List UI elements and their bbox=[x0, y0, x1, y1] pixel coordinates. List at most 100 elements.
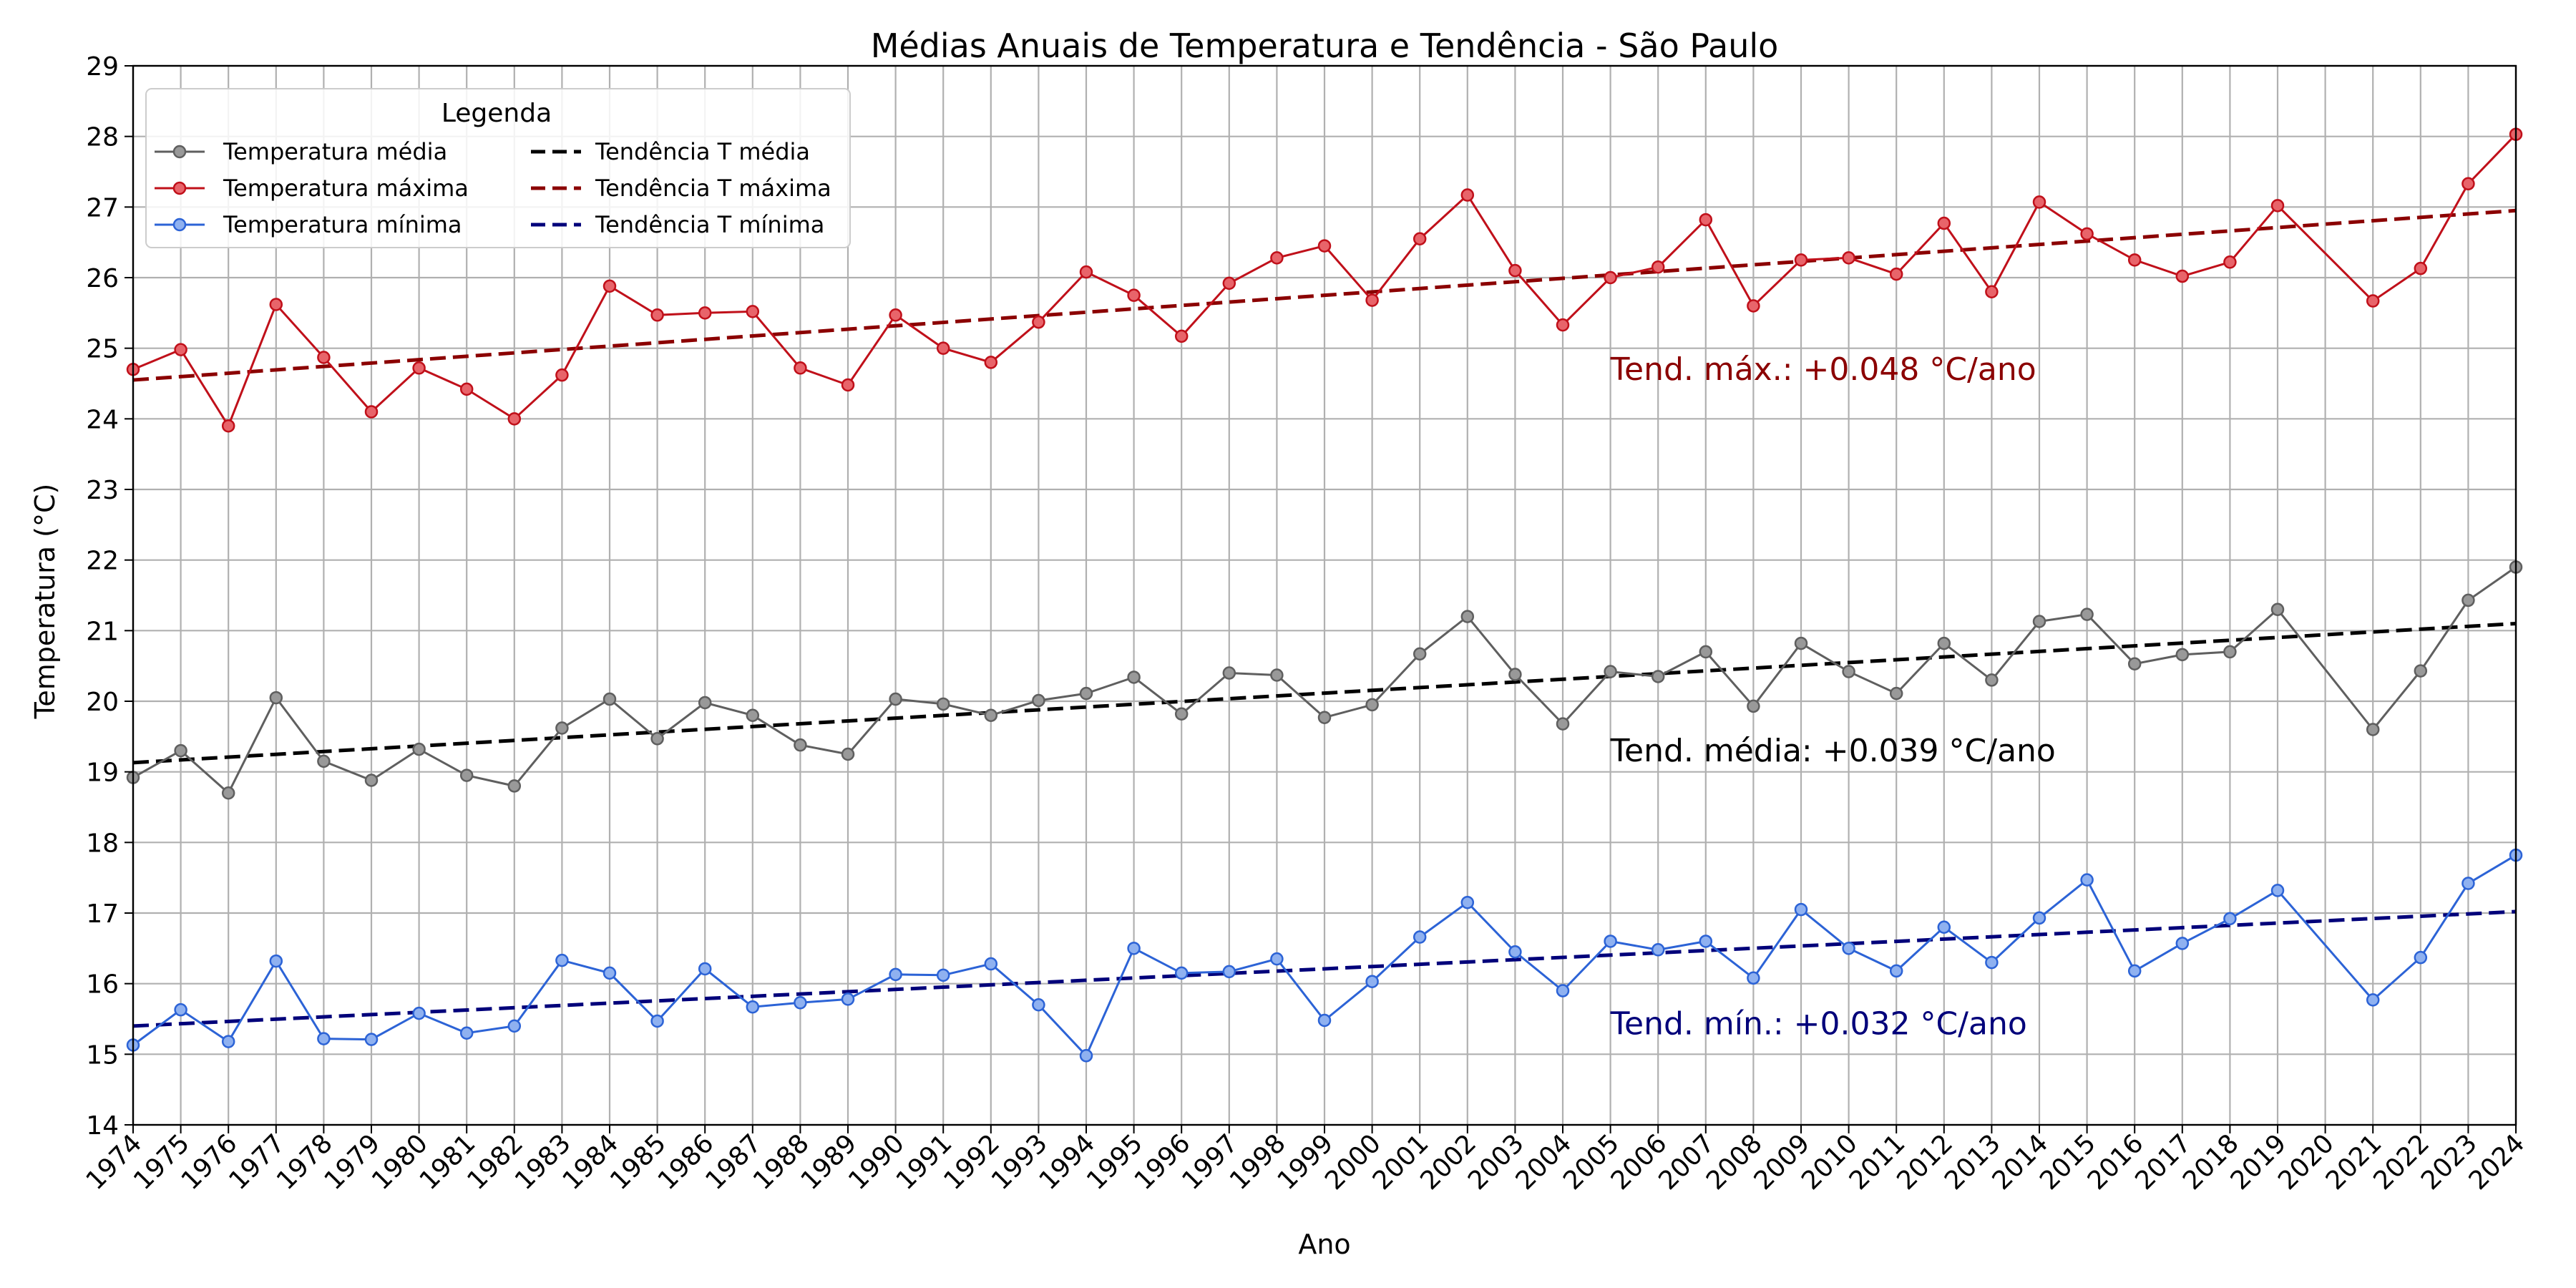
y-tick-label: 17 bbox=[86, 899, 119, 929]
data-point bbox=[1889, 964, 1903, 978]
data-point bbox=[1413, 647, 1427, 661]
series-line bbox=[132, 566, 2517, 795]
data-point bbox=[1365, 975, 1379, 988]
data-point bbox=[698, 962, 712, 976]
trend-annotation: Tend. mín.: +0.032 °C/ano bbox=[1610, 1006, 2027, 1043]
data-point bbox=[1889, 686, 1903, 701]
data-point bbox=[2366, 294, 2380, 308]
data-series bbox=[126, 127, 2523, 1063]
data-point bbox=[1508, 263, 1522, 278]
trend-lines bbox=[132, 208, 2517, 1028]
data-point bbox=[2462, 177, 2475, 191]
data-point bbox=[174, 343, 187, 356]
data-point bbox=[1747, 299, 1760, 313]
data-point bbox=[317, 754, 331, 769]
data-point bbox=[841, 747, 855, 761]
y-tick-label: 21 bbox=[86, 617, 119, 646]
data-point bbox=[1174, 329, 1189, 343]
data-point bbox=[412, 1006, 426, 1020]
data-point bbox=[602, 692, 617, 706]
data-point bbox=[555, 953, 569, 967]
y-tick-label: 14 bbox=[86, 1111, 119, 1141]
trend-line bbox=[132, 621, 2517, 765]
data-point bbox=[2175, 648, 2190, 662]
data-point bbox=[1985, 955, 1999, 970]
data-point bbox=[2127, 964, 2142, 978]
data-point bbox=[1127, 670, 1141, 684]
data-point bbox=[889, 692, 902, 706]
data-point bbox=[1508, 945, 1522, 959]
data-point bbox=[364, 1033, 379, 1046]
data-point bbox=[459, 382, 474, 396]
legend-label: Temperatura máxima bbox=[223, 175, 469, 202]
data-point bbox=[1651, 670, 1665, 683]
data-point bbox=[1889, 267, 1903, 281]
data-point bbox=[221, 419, 235, 433]
y-tick-label: 25 bbox=[86, 335, 119, 364]
data-point bbox=[602, 966, 617, 980]
data-point bbox=[794, 738, 807, 752]
data-point bbox=[317, 1032, 331, 1045]
data-point bbox=[746, 305, 760, 318]
data-point bbox=[2462, 877, 2475, 890]
data-point bbox=[1032, 315, 1045, 329]
data-point bbox=[1651, 260, 1665, 274]
data-point bbox=[650, 308, 664, 322]
data-point bbox=[1032, 693, 1045, 708]
data-point bbox=[1937, 636, 1951, 650]
trend-annotation: Tend. máx.: +0.048 °C/ano bbox=[1610, 351, 2036, 388]
data-point bbox=[1651, 943, 1665, 957]
data-point bbox=[221, 1035, 235, 1048]
data-point bbox=[1842, 251, 1855, 265]
data-point bbox=[841, 992, 855, 1006]
legend-label: Tendência T média bbox=[595, 138, 810, 165]
data-point bbox=[2127, 253, 2142, 267]
data-point bbox=[1556, 318, 1570, 332]
data-point bbox=[650, 732, 664, 746]
data-point bbox=[1032, 998, 1045, 1012]
data-point bbox=[1317, 239, 1332, 253]
data-point bbox=[1174, 966, 1189, 980]
data-point bbox=[2223, 645, 2237, 659]
series-line bbox=[132, 133, 2517, 429]
data-point bbox=[2270, 884, 2285, 897]
data-point bbox=[1460, 895, 1475, 909]
data-point bbox=[2223, 255, 2237, 269]
data-point bbox=[269, 954, 283, 968]
data-point bbox=[936, 968, 950, 982]
data-point bbox=[221, 786, 235, 800]
data-point bbox=[2270, 199, 2285, 213]
data-point bbox=[507, 1019, 522, 1033]
data-point bbox=[794, 996, 807, 1010]
series-line bbox=[132, 854, 2517, 1058]
y-tick-label: 15 bbox=[86, 1040, 119, 1070]
y-tick-label: 19 bbox=[86, 758, 119, 788]
trend-line bbox=[132, 208, 2517, 382]
data-point bbox=[1699, 935, 1713, 948]
data-point bbox=[507, 779, 522, 793]
data-point bbox=[1985, 285, 1999, 298]
data-point bbox=[1413, 232, 1427, 245]
data-point bbox=[841, 378, 855, 392]
data-point bbox=[2366, 723, 2380, 736]
data-point bbox=[174, 743, 187, 758]
legend-box bbox=[145, 88, 851, 248]
data-point bbox=[1842, 665, 1855, 678]
data-point bbox=[555, 368, 569, 382]
data-point bbox=[1222, 276, 1236, 291]
data-point bbox=[2032, 615, 2046, 628]
y-tick-label: 26 bbox=[86, 264, 119, 293]
legend-label: Temperatura média bbox=[223, 138, 447, 165]
data-point bbox=[1174, 707, 1189, 721]
data-point bbox=[174, 1002, 187, 1017]
data-point bbox=[1794, 636, 1808, 650]
data-point bbox=[984, 708, 998, 722]
y-tick-label: 29 bbox=[86, 52, 119, 82]
y-tick-label: 28 bbox=[86, 123, 119, 152]
legend-title: Legenda bbox=[441, 99, 552, 128]
data-point bbox=[1747, 971, 1760, 985]
data-point bbox=[1127, 942, 1141, 955]
data-point bbox=[1699, 645, 1713, 659]
data-point bbox=[936, 341, 950, 355]
